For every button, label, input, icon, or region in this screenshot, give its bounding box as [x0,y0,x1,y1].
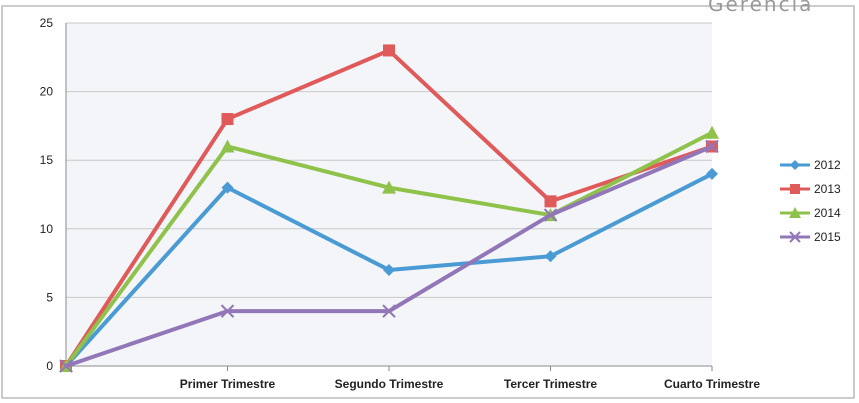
data-point-2015 [220,304,235,318]
series-2012 [60,167,718,372]
y-tick-label: 25 [40,16,54,30]
data-point-2012 [706,167,718,180]
data-point-2012 [544,250,557,263]
legend: 2012 2013 2014 2015 [780,158,841,244]
plot-background [66,23,712,366]
data-point-2013 [544,195,557,208]
corner-handwriting: Gerencia [708,0,813,16]
data-point-2014 [382,180,396,194]
legend-item-2014: 2014 [780,206,841,220]
x-tick-label: Cuarto Trimestre [664,377,760,391]
legend-marker [789,207,801,218]
y-tick-label: 0 [46,359,53,373]
x-tick-label: Segundo Trimestre [335,377,444,391]
x-tick-label: Primer Trimestre [180,377,276,391]
data-point-2013 [383,44,395,57]
data-point-2014 [705,125,719,139]
data-point-2012 [221,181,234,194]
legend-label: 2012 [814,158,841,172]
data-point-2014 [220,139,235,153]
data-point-2015 [382,304,396,318]
series-2015 [59,139,719,373]
legend-marker [790,160,800,170]
legend-label: 2014 [814,206,841,220]
legend-label: 2015 [814,230,841,244]
y-tick-label: 5 [46,290,53,304]
legend-item-2013: 2013 [780,182,841,196]
data-point-2015 [705,139,719,154]
x-tick-label: Tercer Trimestre [504,377,597,391]
y-tick-label: 20 [40,85,54,99]
y-tick-label: 10 [40,222,54,236]
data-point-2015 [543,208,558,222]
legend-marker [790,184,800,194]
legend-item-2015: 2015 [780,230,841,244]
data-point-2012 [383,263,395,276]
plot-area: 0 5 10 15 20 25 Primer Trimestre Segundo Trimes… [40,16,761,391]
legend-item-2012: 2012 [780,158,841,172]
legend-marker [789,231,801,243]
y-tick-label: 15 [40,153,54,167]
legend-label: 2013 [814,182,841,196]
data-point-2013 [221,113,234,126]
data-point-2015 [59,359,73,373]
